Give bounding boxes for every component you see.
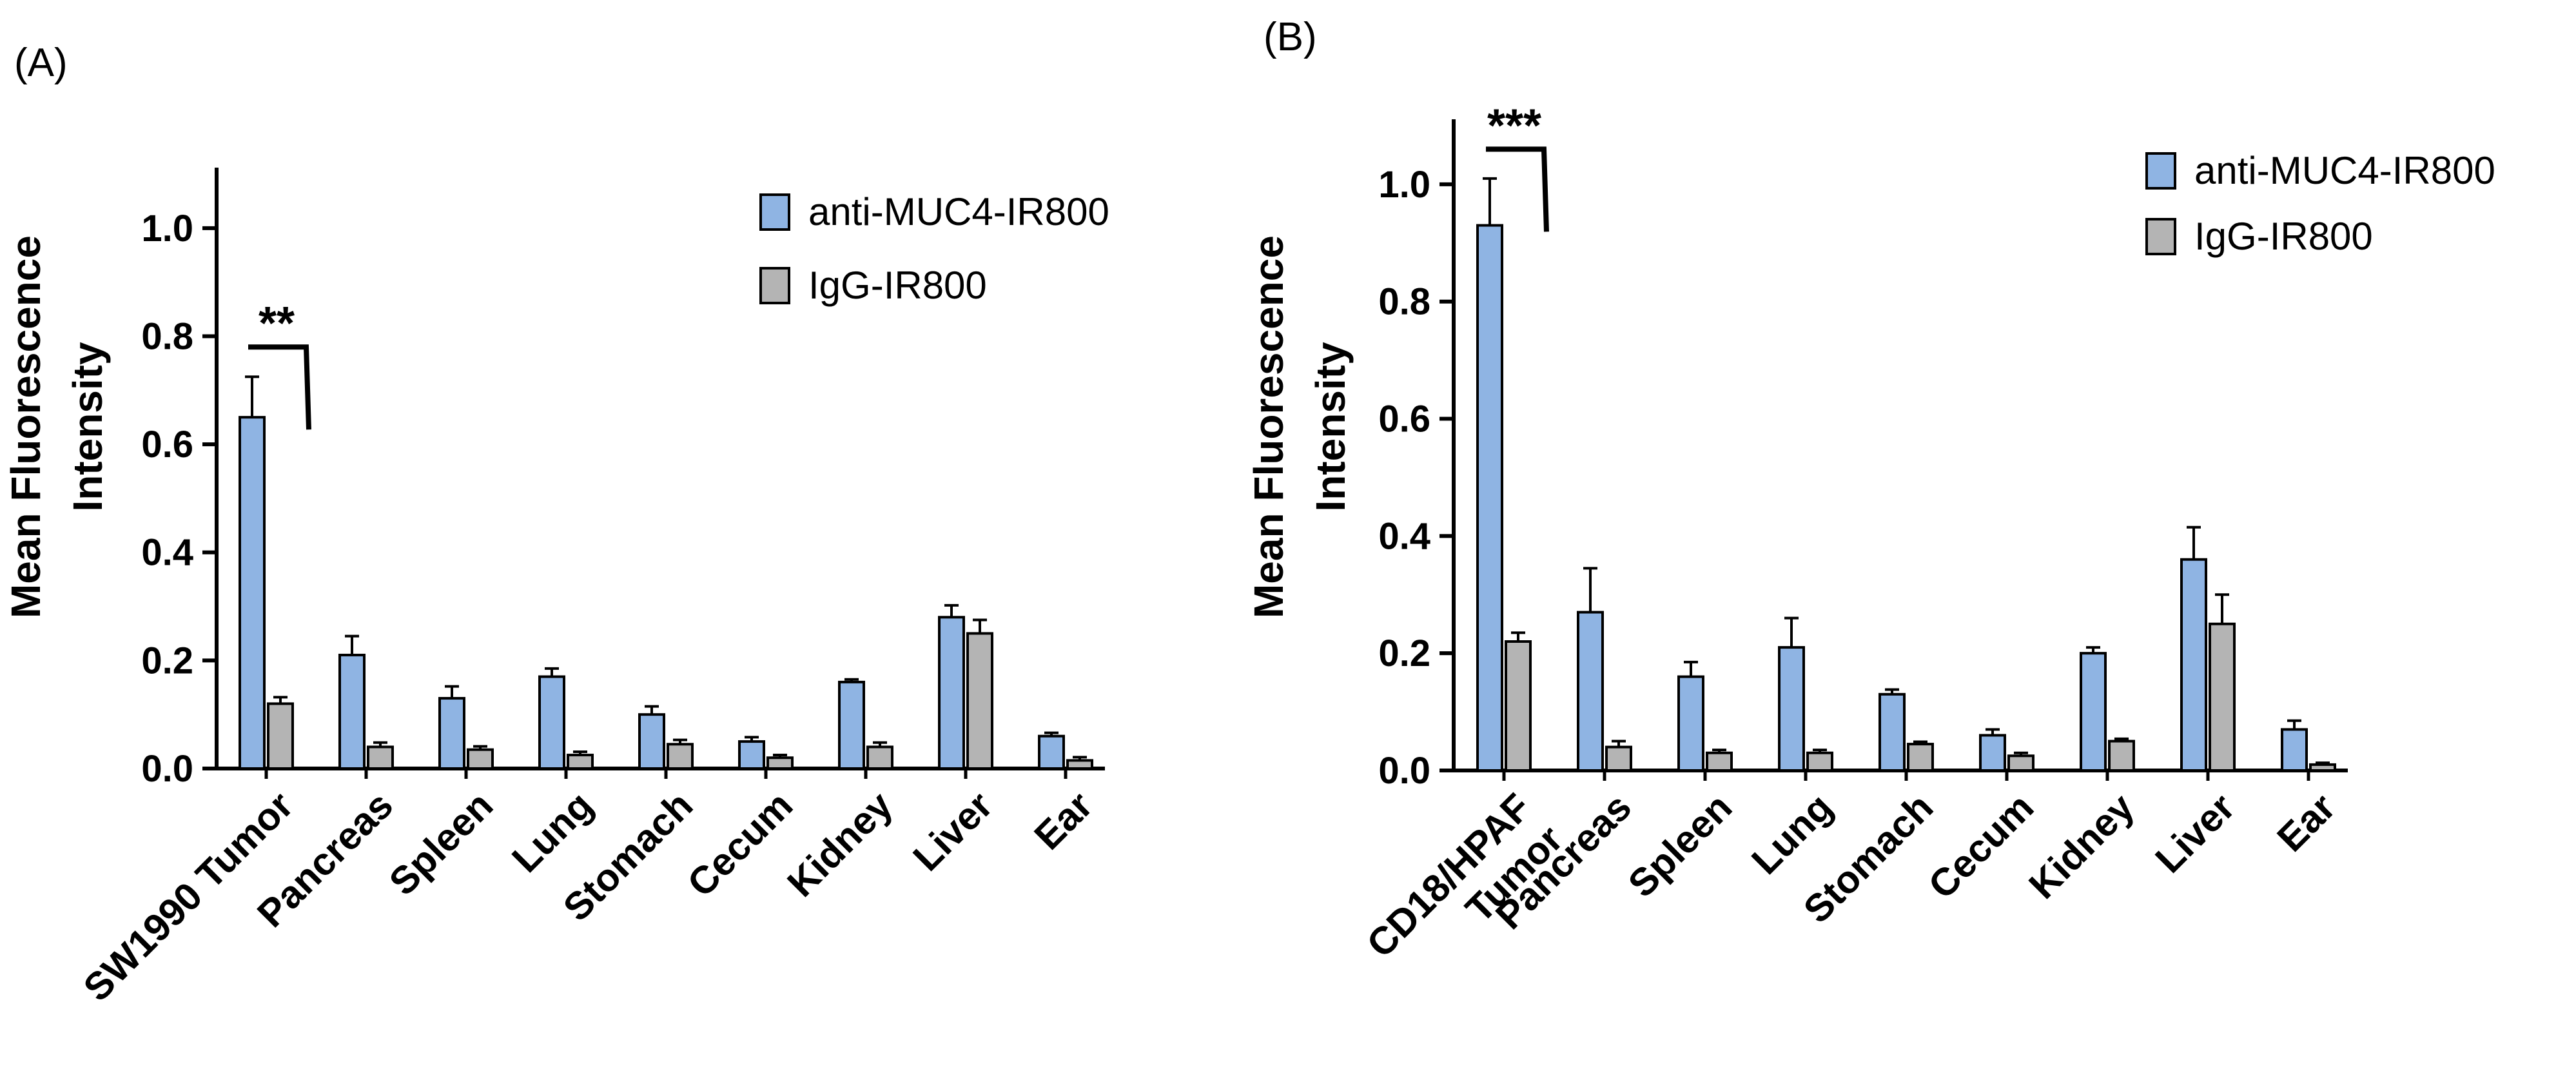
bar-igg [667,743,694,770]
significance-label: *** [1487,100,1541,152]
legend-swatch-anti-muc4 [759,193,790,231]
x-tick-label: Ear [1026,783,1101,858]
bar-anti-muc4 [1677,675,1704,772]
bar-igg [966,632,993,770]
bar-anti-muc4 [1878,692,1906,772]
y-axis-title: Mean Fluorescence [1245,235,1292,618]
y-tick-label: 0.0 [1378,750,1430,792]
x-tick-label-line: Kidney [779,783,901,905]
y-tick-label: 0.4 [141,532,193,574]
x-tick-label: Liver [905,783,1001,879]
bar-igg [1806,751,1833,772]
legend-label-igg: IgG-IR800 [2194,215,2373,258]
y-tick-label: 0.6 [141,424,193,466]
bar-anti-muc4 [1476,224,1503,772]
bar-anti-muc4 [2281,728,2308,772]
bar-anti-muc4 [1577,611,1604,772]
bar-anti-muc4 [538,675,565,770]
x-tick-label-line: Spleen [1620,785,1740,905]
legend-label-anti-muc4: anti-MUC4-IR800 [808,190,1109,233]
x-tick-label-line: Cecum [1920,785,2042,907]
y-tick-label: 0.8 [141,315,193,357]
bar-anti-muc4 [638,713,665,770]
x-tick-label-line: Lung [503,783,601,881]
x-tick-label-line: Cecum [679,783,801,905]
y-tick-label: 1.0 [141,208,193,250]
bar-igg [1505,640,1532,772]
bar-igg [1066,759,1093,770]
bar-anti-muc4 [438,697,465,770]
bar-igg [467,748,494,770]
x-tick-label: Kidney [2020,785,2142,906]
x-tick-label-line: Ear [2269,785,2344,860]
x-tick-label: Spleen [381,783,501,903]
significance-bracket [1486,146,1549,232]
x-tick-label: Liver [2147,785,2243,881]
x-tick-label-line: Ear [1026,783,1101,858]
legend-swatch-igg [759,267,790,304]
x-tick-label: Lung [503,783,601,881]
x-tick-label-line: Spleen [381,783,501,903]
y-tick-label: 0.6 [1378,398,1430,440]
y-axis-title: Intensity [1307,342,1354,512]
legend-swatch-igg [2145,218,2176,255]
x-tick-label-line: Liver [2147,785,2243,881]
bar-igg [866,745,893,770]
y-tick-label: 0.0 [141,748,193,790]
x-tick-label: Cecum [679,783,801,905]
bar-igg [267,702,294,770]
bar-igg [2209,622,2236,772]
bar-igg [2108,740,2135,772]
x-tick-label: Cecum [1920,785,2042,907]
bar-igg [2007,754,2034,772]
bar-igg [766,756,794,770]
bar-anti-muc4 [2080,652,2107,772]
bar-igg [367,745,394,770]
bar-anti-muc4 [2180,558,2207,772]
panel-a: (A) Mean Fluorescence Intensity 0.0 0.2 0.4 0.… [3,41,1109,1010]
panel-b: (B) Mean Fluorescence Intensity 0.0 0.2 0.4 0.… [1245,15,2495,966]
x-tick-label: Lung [1743,785,1840,883]
bar-anti-muc4 [1778,646,1805,772]
y-tick-label: 1.0 [1378,164,1430,206]
y-axis-title: Intensity [64,342,111,512]
x-tick-label: Kidney [779,783,901,905]
y-axis-title: Mean Fluorescence [3,235,49,618]
x-tick-label-line: Lung [1743,785,1840,883]
legend-label-anti-muc4: anti-MUC4-IR800 [2194,149,2495,192]
panel-label: (B) [1264,15,1317,59]
legend-label-igg: IgG-IR800 [808,264,987,307]
bar-igg [567,754,594,770]
bar-igg [2309,763,2336,772]
bar-igg [1907,743,1934,772]
bar-anti-muc4 [239,416,266,770]
bar-anti-muc4 [1979,734,2006,772]
x-tick-label-line: Liver [905,783,1001,879]
bar-anti-muc4 [338,653,366,770]
bar-igg [1706,751,1733,772]
bar-anti-muc4 [1038,734,1065,770]
y-tick-label: 0.4 [1378,515,1430,557]
bar-anti-muc4 [738,740,765,770]
x-tick-label-line: Kidney [2020,785,2142,906]
y-tick-label: 0.2 [141,640,193,681]
bar-igg [1605,745,1632,772]
significance-bracket [248,344,311,430]
bar-anti-muc4 [838,680,865,770]
significance-label: ** [259,298,295,349]
y-tick-label: 0.8 [1378,281,1430,323]
y-tick-label: 0.2 [1378,632,1430,674]
bar-anti-muc4 [938,616,965,770]
x-tick-label: Ear [2269,785,2344,860]
panel-label: (A) [14,41,68,85]
legend-swatch-anti-muc4 [2145,152,2176,190]
x-tick-label: Spleen [1620,785,1740,905]
